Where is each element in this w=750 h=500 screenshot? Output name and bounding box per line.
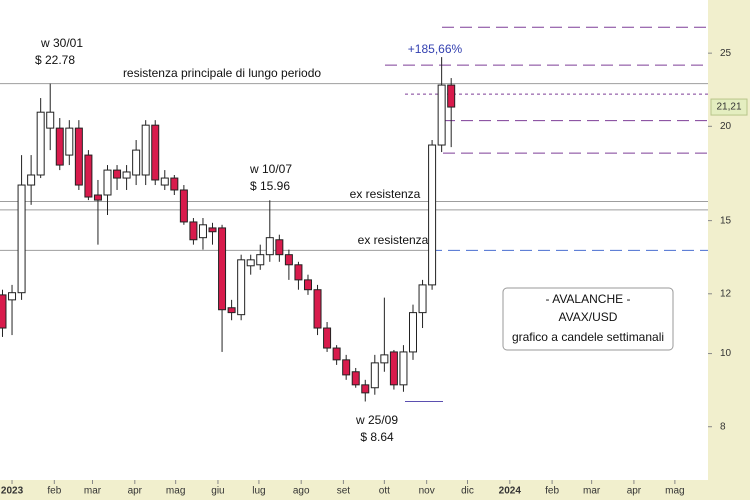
annotation: resistenza principale di lungo periodo <box>123 66 321 80</box>
candle-body <box>275 239 284 256</box>
candle-body <box>428 144 437 286</box>
annotation: ex resistenza <box>350 187 421 201</box>
x-tick-label: dic <box>461 486 474 497</box>
candle-body <box>284 254 293 266</box>
candle-body <box>46 111 55 129</box>
candle-body <box>208 227 217 233</box>
annotation: $ 22.78 <box>35 53 75 67</box>
candle-body <box>399 351 408 386</box>
candle-body <box>323 327 332 349</box>
candle-body <box>342 359 351 376</box>
y-tick-label: 20 <box>720 121 732 132</box>
candle-body <box>409 312 417 353</box>
info-line: AVAX/USD <box>559 310 618 324</box>
candle-body <box>256 254 265 266</box>
candle-body <box>74 127 83 186</box>
plot-area <box>0 0 708 480</box>
x-tick-label: 2023 <box>1 486 24 497</box>
candle-body <box>84 154 93 198</box>
y-tick-label: 12 <box>720 288 732 299</box>
candle-body <box>332 347 341 361</box>
candle-body <box>361 384 370 394</box>
y-tick-label: 8 <box>720 421 726 432</box>
candle-body <box>179 189 188 223</box>
annotation: +185,66% <box>408 42 463 56</box>
x-tick-label: mag <box>166 486 185 497</box>
x-tick-label: ott <box>379 486 390 497</box>
info-line: grafico a candele settimanali <box>512 330 664 344</box>
candle-body <box>141 124 150 176</box>
x-tick-label: nov <box>419 486 435 497</box>
candle-body <box>103 169 112 196</box>
time-axis <box>0 480 708 500</box>
candle-body <box>8 292 17 301</box>
x-tick-label: apr <box>627 486 642 497</box>
x-tick-label: ago <box>293 486 310 497</box>
x-tick-label: lug <box>252 486 265 497</box>
candle-body <box>265 237 274 256</box>
x-tick-label: feb <box>545 486 559 497</box>
candle-body <box>93 194 102 201</box>
x-tick-label: giu <box>211 486 224 497</box>
candle-body <box>198 224 207 239</box>
candle-body <box>113 169 122 179</box>
info-line: - AVALANCHE - <box>546 292 631 306</box>
candle-body <box>389 351 398 386</box>
price-axis <box>708 0 750 500</box>
candle-body <box>189 221 198 241</box>
y-tick-label: 25 <box>720 48 732 59</box>
candle-body <box>447 84 456 108</box>
candle-body <box>351 371 360 386</box>
x-tick-label: apr <box>128 486 143 497</box>
candle-body <box>237 259 246 316</box>
annotation: w 25/09 <box>355 413 398 427</box>
candle-body <box>65 127 74 156</box>
candle-body <box>55 127 64 166</box>
candle-body <box>122 171 131 179</box>
x-tick-label: mar <box>84 486 102 497</box>
candle-body <box>227 307 236 314</box>
annotation: w 30/01 <box>40 36 83 50</box>
annotation: $ 15.96 <box>250 179 290 193</box>
candle-body <box>418 284 427 314</box>
candle-body <box>17 184 26 294</box>
candle-body <box>246 259 255 267</box>
candle-body <box>160 177 169 186</box>
candle-body <box>27 174 36 186</box>
last-price-box <box>710 98 748 116</box>
info-box <box>502 287 674 351</box>
x-tick-label: set <box>337 486 351 497</box>
candle-body <box>218 227 227 311</box>
candle-body <box>0 294 7 329</box>
candle-body <box>170 177 179 191</box>
last-price-label: 21,21 <box>716 102 741 113</box>
candle-body <box>294 264 303 281</box>
annotation: $ 8.64 <box>360 430 394 444</box>
candle-body <box>370 362 379 389</box>
x-tick-label: mag <box>665 486 684 497</box>
y-tick-label: 15 <box>720 215 732 226</box>
candle-body <box>437 84 446 146</box>
candle-body <box>380 354 389 364</box>
candle-body <box>36 111 45 176</box>
candle-body <box>151 124 160 181</box>
candle-body <box>303 279 312 291</box>
annotation: ex resistenza <box>358 233 429 247</box>
y-tick-label: 10 <box>720 348 732 359</box>
x-tick-label: mar <box>583 486 601 497</box>
candle-body <box>313 289 322 329</box>
candle-body <box>132 149 141 176</box>
annotation: w 10/07 <box>249 162 292 176</box>
x-tick-label: feb <box>47 486 61 497</box>
x-tick-label: 2024 <box>499 486 522 497</box>
